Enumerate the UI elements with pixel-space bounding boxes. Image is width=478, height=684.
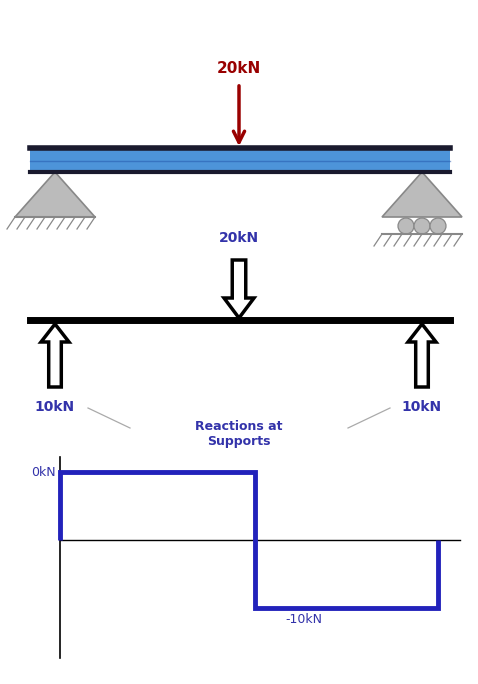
Circle shape xyxy=(414,218,430,234)
Polygon shape xyxy=(382,172,462,217)
Polygon shape xyxy=(224,260,254,318)
Polygon shape xyxy=(15,172,95,217)
Text: Reactions at
Supports: Reactions at Supports xyxy=(195,420,283,448)
Text: 20kN: 20kN xyxy=(219,231,259,245)
Text: 20kN: 20kN xyxy=(217,61,261,76)
Text: 10kN: 10kN xyxy=(402,400,442,414)
Bar xyxy=(30,148,450,172)
Text: -10kN: -10kN xyxy=(285,613,322,626)
Text: 0kN: 0kN xyxy=(32,466,56,479)
Polygon shape xyxy=(41,324,69,387)
Circle shape xyxy=(398,218,414,234)
Polygon shape xyxy=(408,324,436,387)
Text: 10kN: 10kN xyxy=(35,400,75,414)
Circle shape xyxy=(430,218,446,234)
